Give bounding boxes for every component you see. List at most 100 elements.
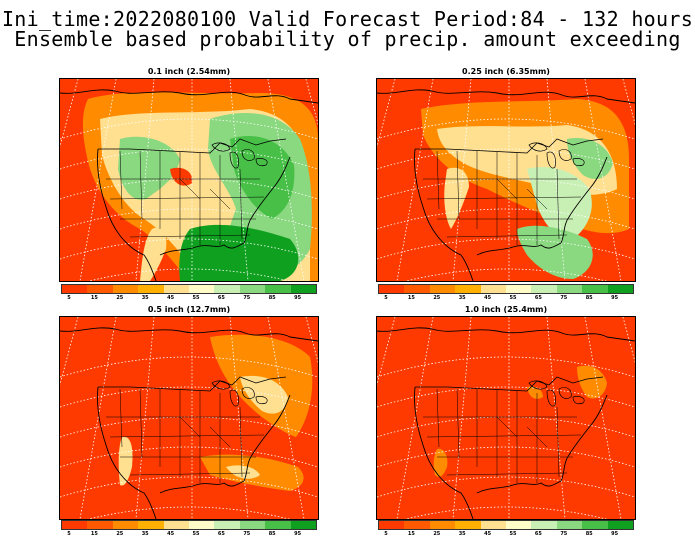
state-boundary [139, 388, 143, 458]
colorbar-tick-label: 95 [611, 295, 619, 301]
colorbar-tick-label: 75 [243, 531, 251, 537]
colorbar-swatch [404, 285, 430, 293]
graticule-longitude [546, 79, 566, 281]
great-lake-outline [255, 158, 268, 167]
graticule-longitude [79, 79, 117, 281]
probability-fill-orange-lakes [527, 386, 543, 399]
colorbar-swatch [506, 521, 532, 529]
great-lake-outline [558, 387, 572, 399]
colorbar-tick-label: 95 [294, 295, 302, 301]
colorbar-swatch [506, 285, 532, 293]
graticule-latitude [60, 356, 318, 378]
colorbar-swatch [607, 521, 634, 529]
colorbar-tick-label: 15 [407, 295, 415, 301]
colorbar-swatch [163, 285, 190, 293]
state-boundary [109, 434, 265, 438]
colorbar-tick-label: 45 [167, 295, 175, 301]
graticule-longitude [79, 317, 117, 519]
coastline-east-gulf [159, 394, 291, 494]
great-lake-outline [211, 142, 231, 152]
colorbar-swatch [265, 521, 291, 529]
probability-fill-base [377, 317, 635, 519]
colorbar-swatch [556, 521, 583, 529]
graticule-longitude [396, 317, 434, 519]
colorbar-swatch [582, 521, 608, 529]
colorbar-swatch [62, 285, 88, 293]
probability-fill-orange-ne [577, 365, 607, 399]
state-boundary [139, 150, 143, 220]
colorbar-tick-label: 45 [484, 531, 492, 537]
colorbar-tick-label: 85 [268, 295, 276, 301]
colorbar-tick-label: 55 [509, 295, 517, 301]
us-canada-border [415, 138, 604, 154]
state-boundary [109, 196, 265, 200]
colorbar-tick-label: 85 [268, 531, 276, 537]
great-lake-outline [528, 380, 548, 390]
graticule-latitude [377, 148, 635, 170]
colorbar-tick-label: 15 [90, 295, 98, 301]
colorbar-tick-label: 85 [585, 295, 593, 301]
coastline-east-gulf [476, 394, 608, 494]
probability-map [60, 317, 318, 519]
graticule-longitude [396, 79, 434, 281]
state-boundary [209, 426, 231, 448]
colorbar-tick-label: 35 [141, 295, 149, 301]
panel-1-title: 0.1 inch (2.54mm) [147, 67, 231, 76]
graticule-latitude [404, 506, 608, 519]
state-boundary [436, 150, 440, 210]
graticule-latitude [377, 476, 635, 498]
graticule-latitude [60, 416, 318, 438]
graticule-latitude [60, 118, 318, 140]
state-boundary [556, 168, 560, 240]
probability-fill-green-gulf [517, 225, 593, 279]
great-lake-outline [572, 396, 585, 405]
colorbar-tick-label: 55 [192, 295, 200, 301]
colorbar-tick-label: 25 [116, 295, 124, 301]
great-lake-outline [211, 380, 231, 390]
probability-fill-green-west [118, 136, 180, 200]
panel-1-colorbar [61, 284, 317, 294]
colorbar-tick-label: 55 [509, 531, 517, 537]
coastline-west [97, 386, 157, 519]
graticule-latitude [377, 118, 635, 140]
graticule-latitude [60, 476, 318, 498]
colorbar-swatch [239, 521, 266, 529]
graticule-longitude [135, 79, 155, 281]
graticule-longitude [546, 317, 566, 519]
colorbar-tick-label: 75 [560, 295, 568, 301]
colorbar-tick-label: 25 [433, 531, 441, 537]
panel-2-map [376, 78, 636, 282]
colorbar-tick-label: 95 [294, 531, 302, 537]
graticule-latitude [87, 506, 291, 519]
colorbar-swatch [480, 521, 507, 529]
colorbar-tick-label: 45 [167, 531, 175, 537]
panel-4-title: 1.0 inch (25.4mm) [464, 305, 548, 314]
colorbar-tick-label: 75 [560, 531, 568, 537]
panel-2-colorbar [378, 284, 634, 294]
colorbar-swatch [189, 285, 215, 293]
panel-3-map [59, 316, 319, 520]
colorbar-tick-label: 5 [384, 531, 388, 537]
graticule-longitude [584, 317, 622, 519]
colorbar-tick-label: 15 [90, 531, 98, 537]
great-lake-outline [546, 389, 556, 407]
state-boundary [446, 472, 568, 476]
graticule-latitude [60, 386, 318, 408]
probability-fill-light-south [226, 465, 260, 479]
colorbar-swatch [189, 521, 215, 529]
us-canada-border [98, 138, 287, 154]
colorbar-tick-label: 5 [67, 531, 71, 537]
graticule-longitude [135, 317, 155, 519]
colorbar-swatch [138, 285, 164, 293]
colorbar-swatch [455, 285, 481, 293]
state-boundary [209, 188, 231, 210]
great-lake-outline [572, 158, 585, 167]
state-boundary [496, 178, 518, 200]
colorbar-tick-label: 65 [534, 295, 542, 301]
state-boundary [526, 426, 548, 448]
colorbar-tick-label: 55 [192, 531, 200, 537]
graticule-longitude [267, 317, 305, 519]
graticule-longitude [229, 317, 249, 519]
colorbar-tick-label: 85 [585, 531, 593, 537]
colorbar-tick-label: 75 [243, 295, 251, 301]
